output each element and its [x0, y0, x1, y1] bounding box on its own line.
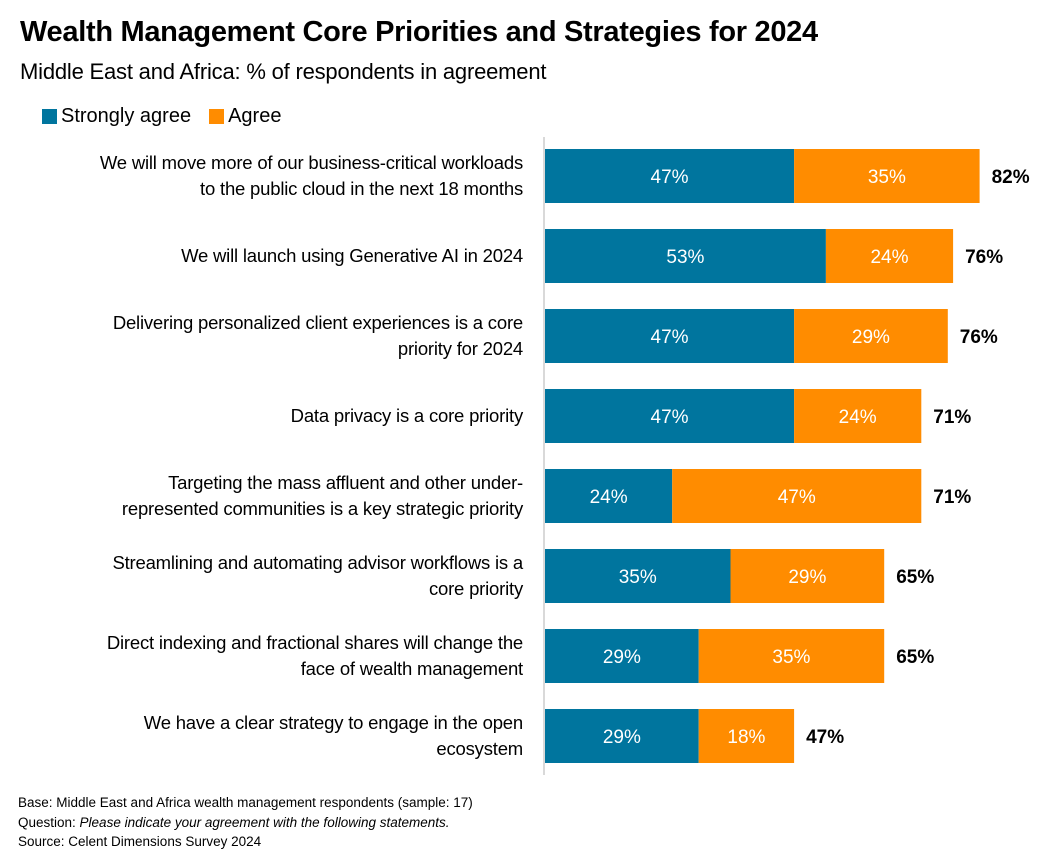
category-label: We will launch using Generative AI in 20… [13, 243, 523, 269]
data-label: 35% [619, 567, 657, 588]
bar-strongly-agree [545, 309, 795, 363]
total-label: 82% [992, 167, 1030, 188]
chart-subtitle: Middle East and Africa: % of respondents… [20, 59, 547, 84]
bar-agree [794, 309, 948, 363]
category-label-line: core priority [428, 578, 523, 599]
legend-swatch [42, 109, 57, 124]
category-label-line: We will move more of our business-critic… [99, 152, 523, 173]
question-note: Question: Please indicate your agreement… [18, 813, 473, 833]
data-label: 29% [788, 567, 826, 588]
category-label-line: Delivering personalized client experienc… [112, 312, 523, 333]
footer-notes: Base: Middle East and Africa wealth mana… [18, 793, 473, 852]
category-label: Data privacy is a core priority [13, 403, 524, 429]
category-label: Direct indexing and fractional shares wi… [13, 630, 523, 682]
category-label-line: Data privacy is a core priority [290, 405, 524, 426]
category-label: Targeting the mass affluent and other un… [13, 470, 523, 522]
total-label: 65% [896, 567, 934, 588]
bar-strongly-agree [545, 549, 731, 603]
total-label: 71% [933, 487, 971, 508]
bar-strongly-agree [545, 389, 795, 443]
bar-agree [794, 149, 980, 203]
bar-strongly-agree [545, 149, 795, 203]
total-label: 76% [960, 327, 998, 348]
data-label: 29% [603, 647, 641, 668]
category-label: Streamlining and automating advisor work… [13, 550, 523, 602]
bar-strongly-agree [545, 629, 699, 683]
category-label-line: Direct indexing and fractional shares wi… [106, 632, 523, 653]
legend: Strongly agree Agree [42, 105, 291, 128]
total-label: 47% [806, 727, 844, 748]
category-label-line: We have a clear strategy to engage in th… [143, 712, 523, 733]
data-label: 47% [778, 487, 816, 508]
category-label-line: ecosystem [436, 738, 523, 759]
category-label: We have a clear strategy to engage in th… [13, 710, 523, 762]
chart-title: Wealth Management Core Priorities and St… [20, 16, 818, 48]
question-text: Please indicate your agreement with the … [79, 814, 450, 830]
legend-label: Agree [228, 105, 282, 127]
category-label-line: represented communities is a key strateg… [121, 498, 523, 519]
data-label: 24% [839, 407, 877, 428]
data-label: 29% [603, 727, 641, 748]
category-label-line: Streamlining and automating advisor work… [112, 552, 523, 573]
bar-agree [672, 469, 922, 523]
data-label: 47% [651, 327, 689, 348]
data-label: 53% [666, 247, 704, 268]
bar-strongly-agree [545, 469, 673, 523]
category-label: Delivering personalized client experienc… [13, 310, 523, 362]
data-label: 24% [870, 247, 908, 268]
bar-agree [698, 709, 795, 763]
bar-agree [730, 549, 885, 603]
legend-item-strongly-agree: Strongly agree [42, 105, 191, 128]
question-label: Question: [18, 814, 80, 830]
total-label: 65% [896, 647, 934, 668]
bar-agree [825, 229, 954, 283]
source-note: Source: Celent Dimensions Survey 2024 [18, 834, 262, 849]
data-label: 35% [868, 167, 906, 188]
data-label: 24% [590, 487, 628, 508]
legend-label: Strongly agree [61, 105, 192, 127]
category-label: We will move more of our business-critic… [13, 150, 523, 202]
total-label: 71% [933, 407, 971, 428]
category-label-line: face of wealth management [300, 658, 523, 679]
bar-agree [698, 629, 885, 683]
total-label: 76% [965, 247, 1003, 268]
category-label-line: Targeting the mass affluent and other un… [168, 472, 523, 493]
data-label: 29% [852, 327, 890, 348]
bar-agree [794, 389, 922, 443]
data-label: 18% [727, 727, 765, 748]
bar-strongly-agree [545, 229, 826, 283]
base-note: Base: Middle East and Africa wealth mana… [18, 795, 473, 810]
legend-swatch [209, 109, 225, 124]
data-label: 47% [651, 407, 689, 428]
category-label-line: We will launch using Generative AI in 20… [181, 245, 523, 266]
bar-strongly-agree [545, 709, 699, 763]
category-label-line: to the public cloud in the next 18 month… [200, 178, 523, 199]
data-label: 47% [651, 167, 689, 188]
category-label-line: priority for 2024 [397, 338, 523, 359]
legend-item-agree: Agree [209, 105, 281, 128]
data-label: 35% [772, 647, 810, 668]
